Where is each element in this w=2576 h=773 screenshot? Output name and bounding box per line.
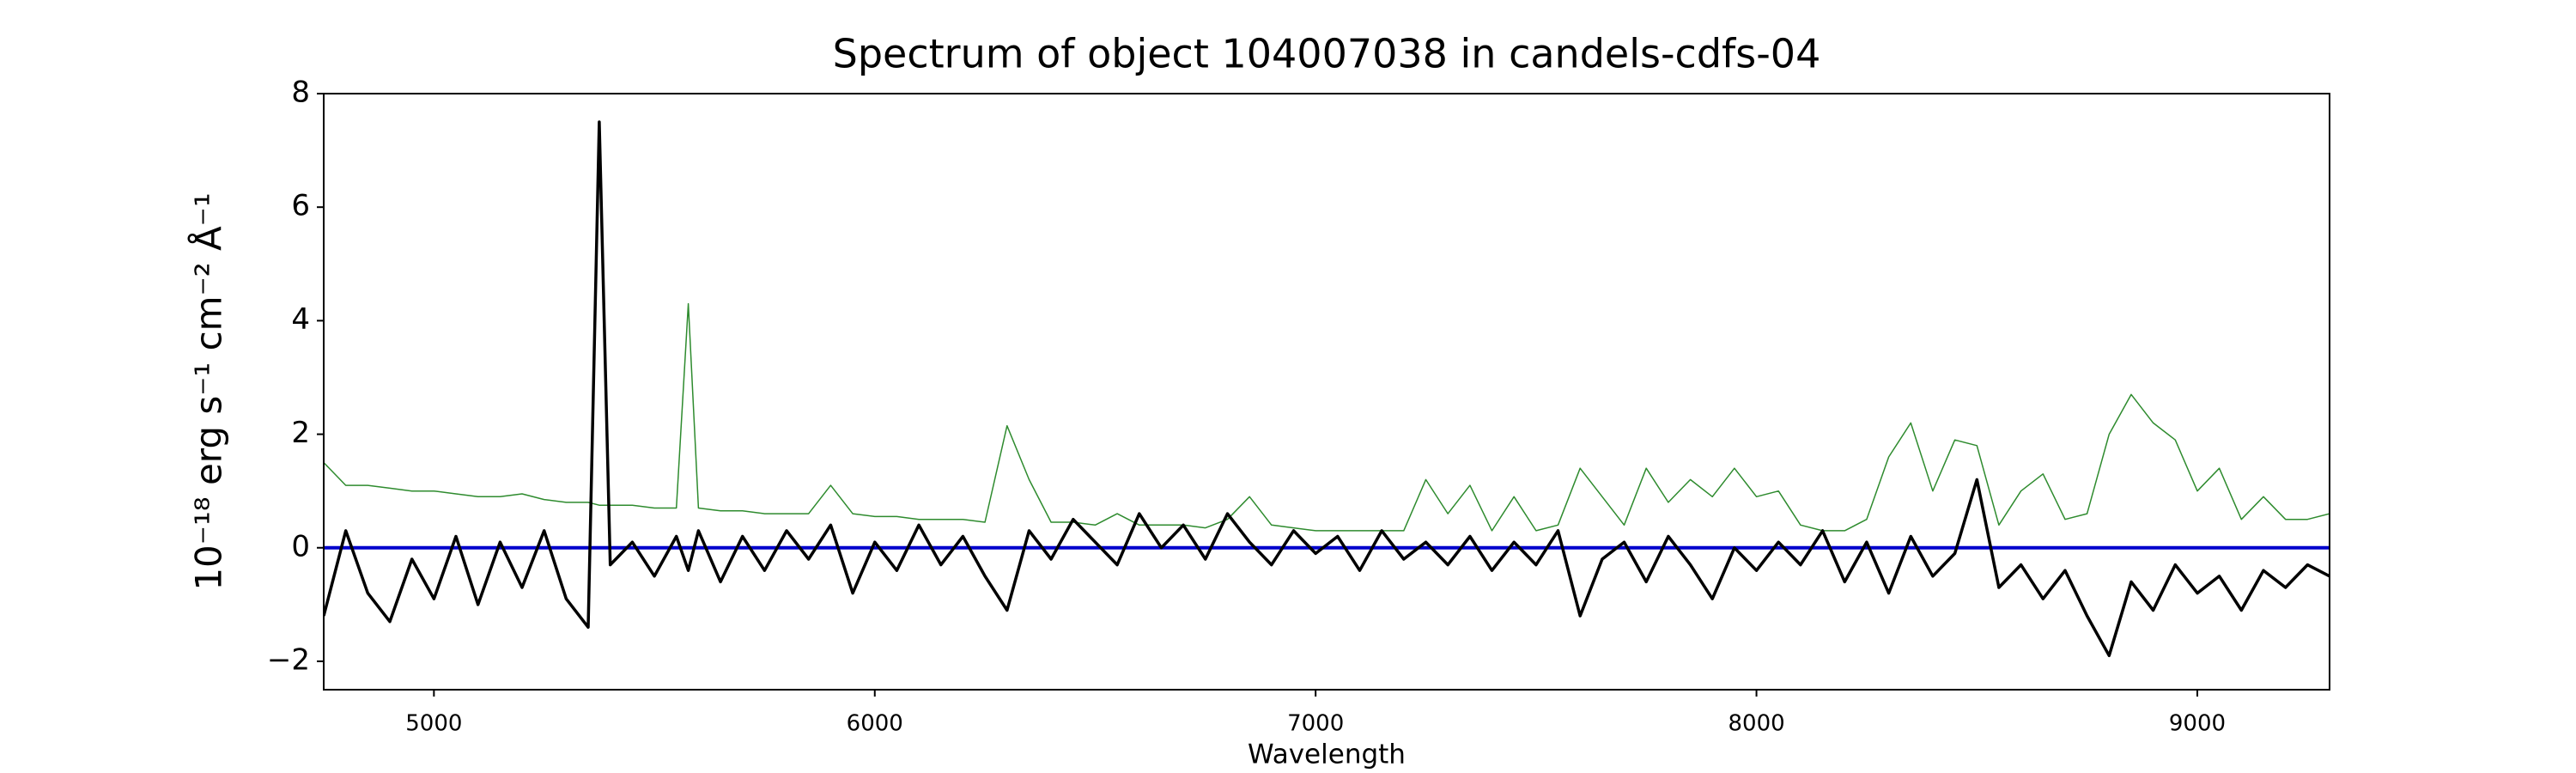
x-tick-label: 5000 [405, 711, 462, 737]
chart-title: Spectrum of object 104007038 in candels-… [833, 31, 1821, 77]
x-tick-label: 9000 [2169, 711, 2226, 737]
plot-frame [323, 93, 2330, 691]
y-tick-label: 6 [291, 189, 310, 223]
x-tick-label: 7000 [1287, 711, 1344, 737]
y-tick-label: 8 [291, 76, 310, 110]
x-tick-label: 6000 [847, 711, 903, 737]
y-tick-label: 4 [291, 302, 310, 337]
y-axis-label: 10⁻¹⁸ erg s⁻¹ cm⁻² Å⁻¹ [187, 192, 230, 590]
spectrum-line [324, 120, 2330, 658]
x-axis-label: Wavelength [1248, 740, 1406, 770]
y-tick-label: −2 [267, 642, 310, 677]
x-tick-label: 8000 [1728, 711, 1784, 737]
spectrum-line [324, 302, 2330, 532]
y-tick-label: 2 [291, 416, 310, 450]
y-tick-label: 0 [291, 529, 310, 563]
